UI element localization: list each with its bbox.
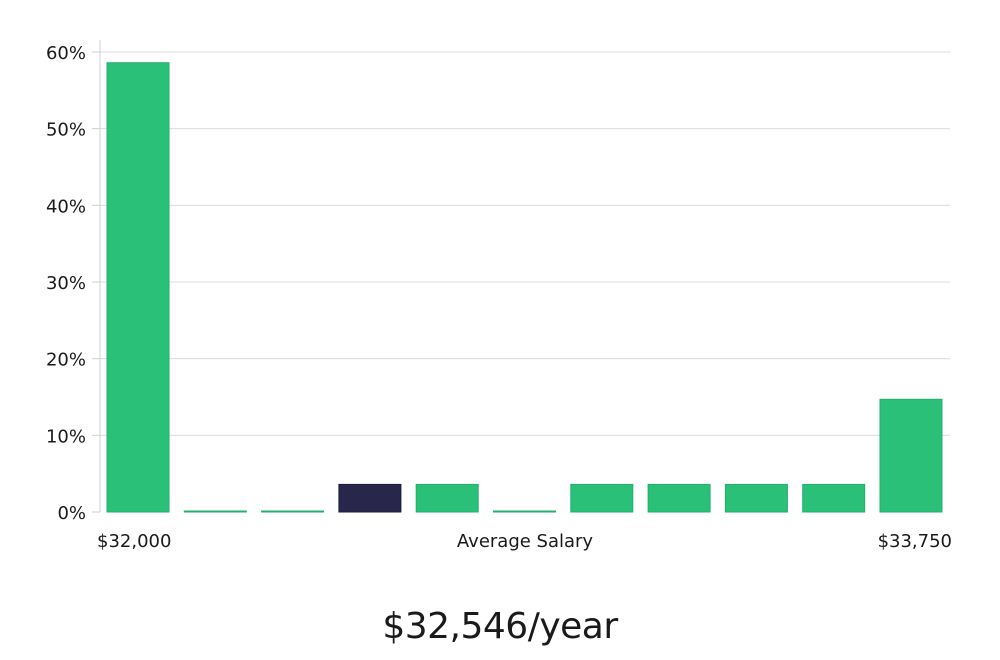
average-salary-summary: $32,546/year <box>382 606 618 647</box>
y-axis-ticks: 0% 10% 20% 30% 40% 50% 60% <box>46 43 100 524</box>
y-tick-label: 60% <box>46 43 86 64</box>
x-max-label: $33,750 <box>878 531 952 552</box>
bar <box>493 510 556 513</box>
bar <box>415 483 479 513</box>
y-tick-label: 30% <box>46 273 86 294</box>
y-tick-label: 50% <box>46 120 86 141</box>
y-tick-label: 40% <box>46 196 86 217</box>
bar <box>106 62 170 513</box>
bar <box>261 510 325 513</box>
bar <box>647 483 711 513</box>
x-axis-title: Average Salary <box>457 531 594 552</box>
y-tick-label: 0% <box>57 503 86 524</box>
bar <box>802 483 866 513</box>
bar-highlighted <box>338 483 402 513</box>
bar <box>570 483 634 513</box>
y-tick-label: 20% <box>46 350 86 371</box>
bars <box>106 62 943 513</box>
bar <box>183 510 247 513</box>
y-tick-label: 10% <box>46 426 86 447</box>
bar <box>879 398 943 513</box>
x-min-label: $32,000 <box>97 531 171 552</box>
salary-histogram: 0% 10% 20% 30% 40% 50% 60% $32,000 Average Sal… <box>46 40 952 552</box>
grid-lines <box>100 51 950 436</box>
bar <box>724 483 788 513</box>
